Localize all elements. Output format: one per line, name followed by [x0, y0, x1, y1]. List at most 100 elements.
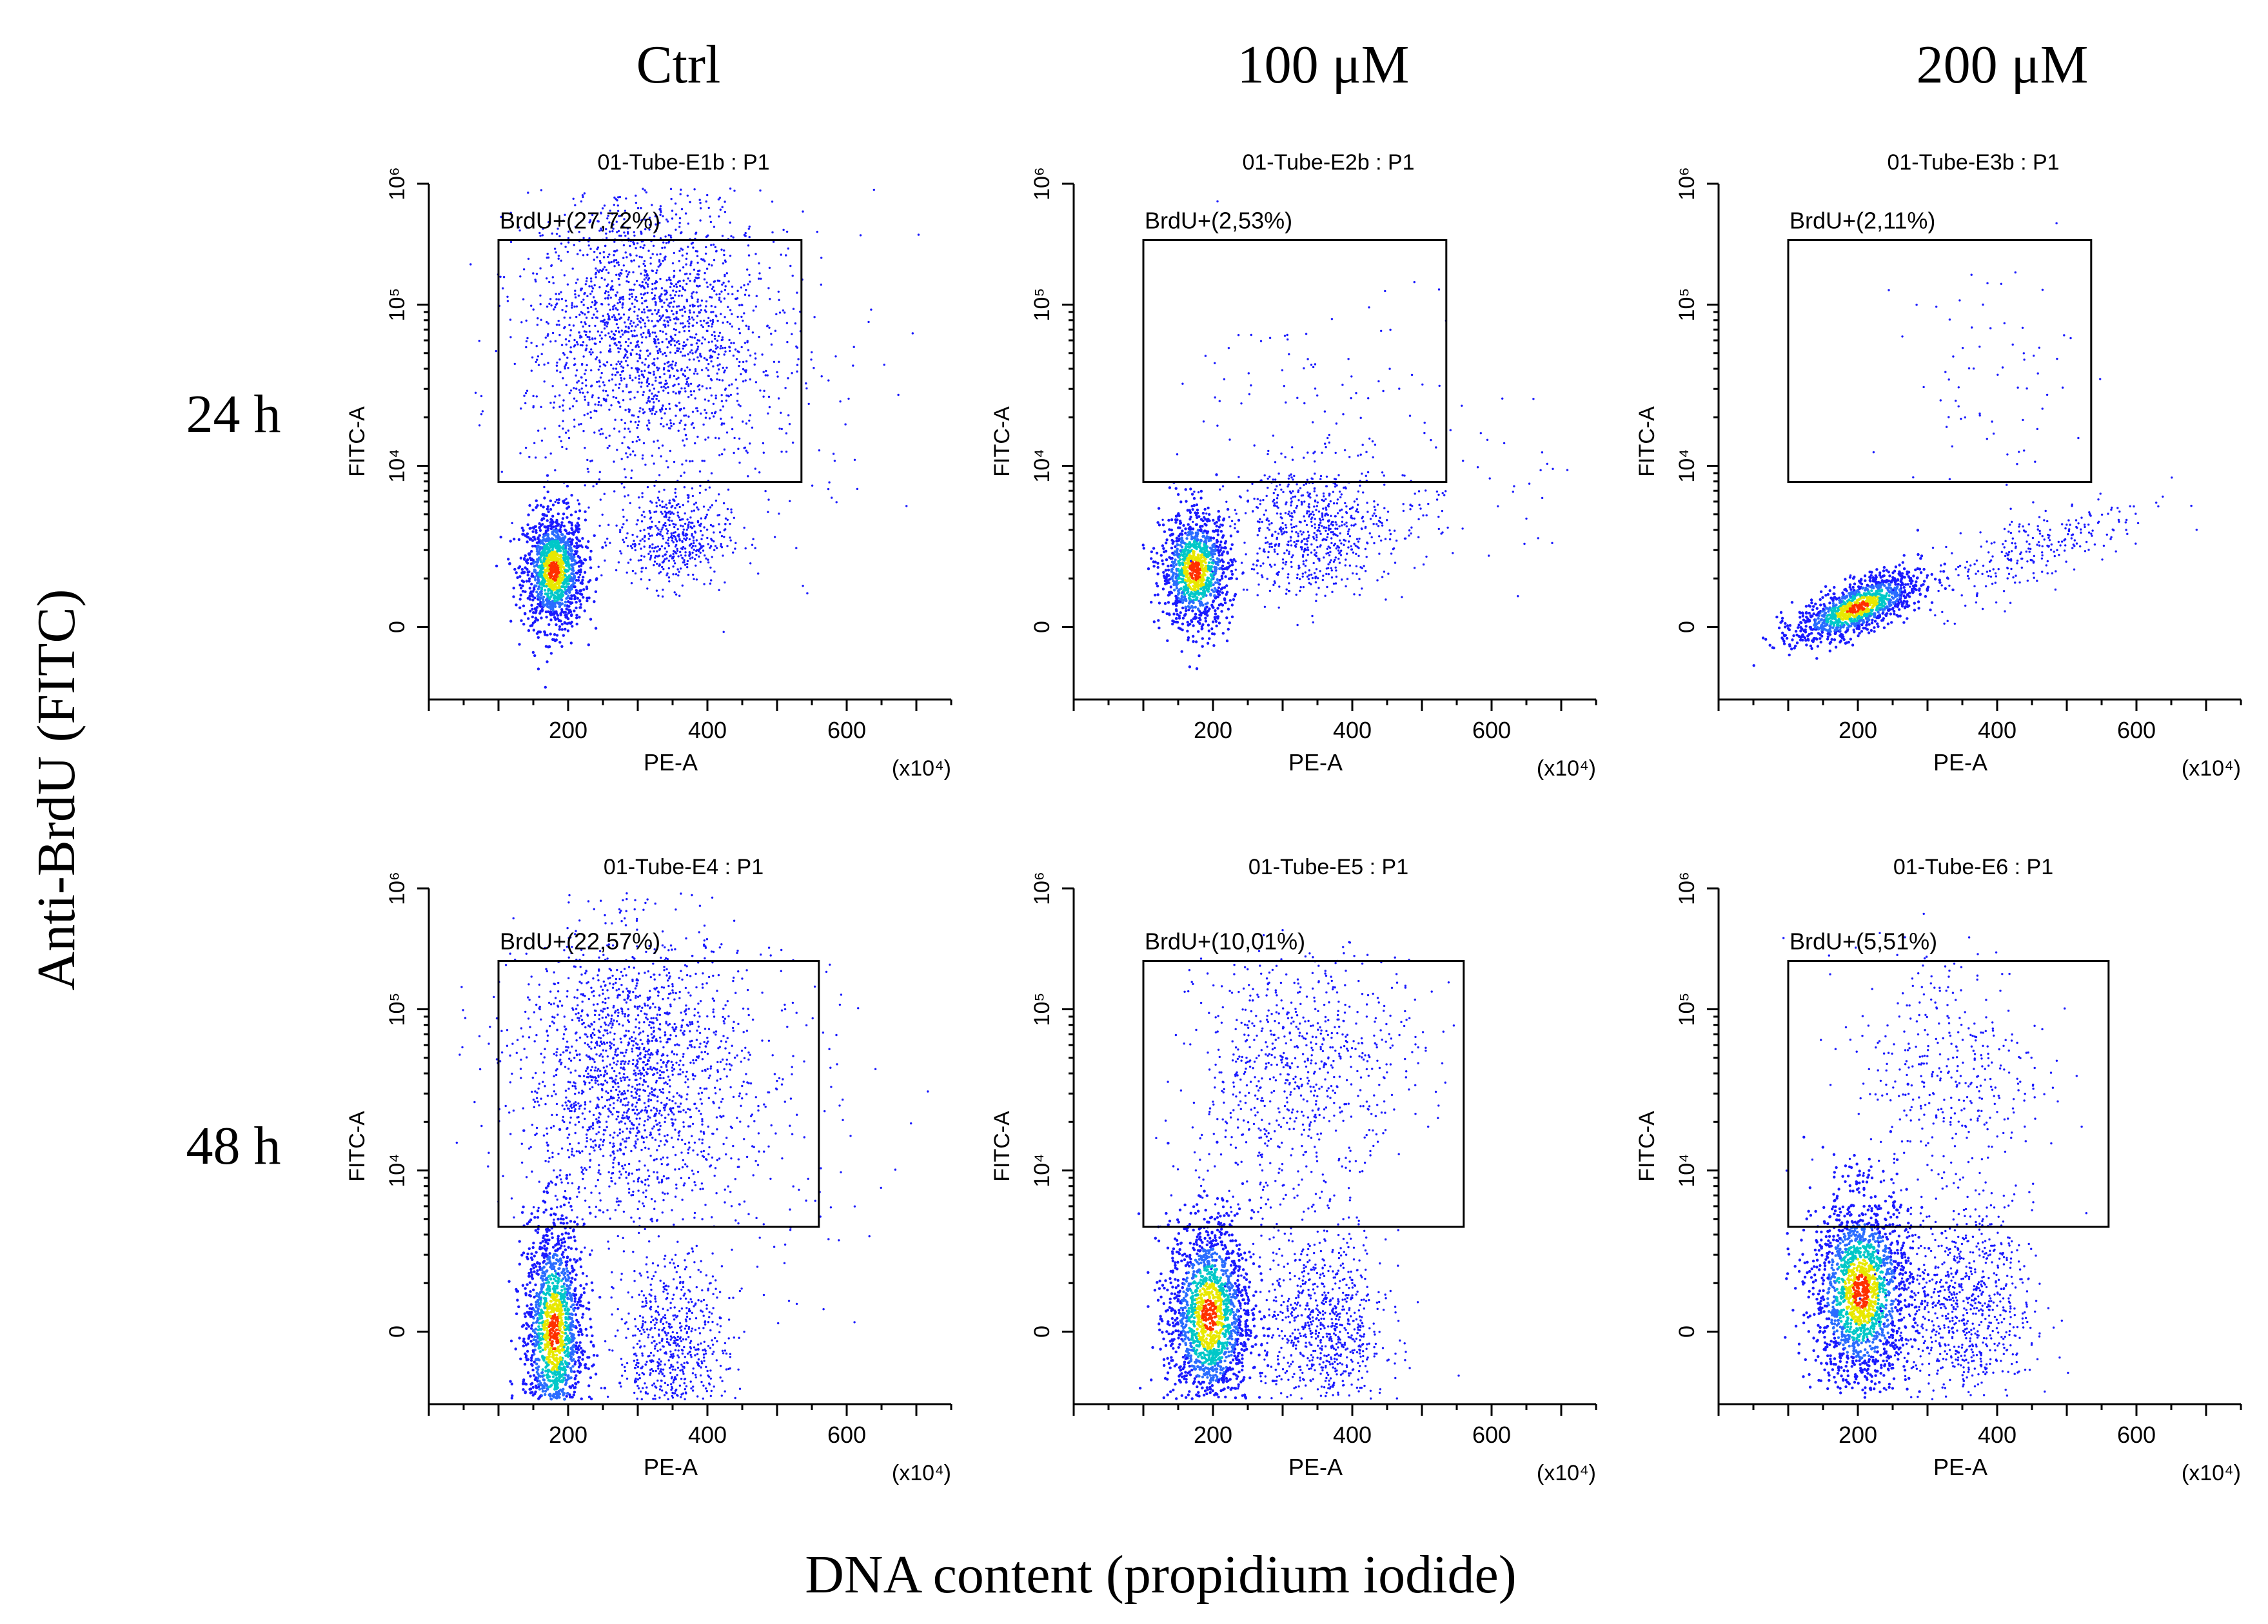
data-point — [696, 373, 699, 375]
data-point — [643, 260, 646, 262]
data-point — [623, 468, 626, 471]
data-point — [1183, 578, 1187, 582]
data-point — [658, 520, 660, 523]
data-point — [660, 381, 662, 384]
data-point — [1203, 590, 1207, 593]
data-point — [594, 590, 598, 593]
data-point — [575, 282, 578, 284]
data-point — [677, 555, 680, 558]
data-point — [661, 505, 664, 509]
data-point — [658, 318, 662, 321]
data-point — [546, 601, 549, 605]
gate-rectangle[interactable] — [497, 239, 803, 483]
data-point — [594, 299, 597, 302]
data-point — [564, 246, 567, 248]
data-point — [594, 337, 597, 340]
data-point — [606, 284, 608, 288]
data-point — [631, 325, 633, 328]
data-point — [672, 565, 675, 568]
data-point — [578, 389, 581, 391]
data-point — [1167, 601, 1170, 604]
data-point — [558, 333, 561, 337]
data-point — [620, 379, 623, 382]
data-point — [1223, 546, 1226, 549]
data-point — [634, 454, 636, 456]
data-point — [540, 594, 543, 597]
data-point — [622, 515, 625, 518]
data-point — [537, 429, 540, 432]
data-point — [540, 406, 542, 408]
data-point — [644, 269, 646, 271]
data-point — [806, 592, 809, 594]
data-point — [656, 533, 658, 536]
data-point — [710, 244, 713, 246]
data-point — [723, 422, 725, 425]
data-point — [555, 595, 558, 599]
data-point — [662, 537, 665, 540]
data-point — [695, 539, 698, 542]
data-point — [530, 582, 533, 586]
data-point — [586, 413, 589, 415]
data-point — [1225, 639, 1229, 643]
data-point — [1209, 558, 1212, 561]
data-point — [626, 456, 629, 458]
data-point — [700, 309, 703, 311]
data-point — [606, 447, 609, 449]
data-point — [1181, 616, 1185, 620]
data-point — [515, 571, 518, 574]
data-point — [526, 535, 529, 538]
data-point — [1179, 553, 1183, 556]
data-point — [661, 595, 664, 598]
data-point — [1225, 591, 1229, 594]
data-point — [696, 356, 699, 358]
data-point — [513, 567, 517, 571]
data-point — [706, 321, 709, 324]
data-point — [662, 568, 665, 571]
data-point — [740, 373, 742, 376]
data-point — [584, 510, 587, 513]
data-point — [573, 585, 577, 589]
data-point — [791, 275, 794, 277]
data-point — [700, 522, 702, 525]
data-point — [656, 439, 659, 442]
data-point — [550, 579, 553, 582]
data-point — [582, 304, 585, 306]
data-point — [531, 545, 535, 548]
data-point — [678, 342, 681, 346]
data-point — [544, 538, 547, 542]
data-point — [625, 386, 628, 388]
data-point — [548, 280, 551, 284]
data-point — [560, 259, 562, 262]
data-point — [641, 302, 644, 305]
data-point — [704, 416, 707, 419]
data-point — [705, 235, 708, 239]
data-point — [617, 561, 620, 563]
data-point — [673, 344, 676, 347]
data-point — [746, 451, 749, 454]
data-point — [541, 602, 544, 605]
data-point — [1187, 545, 1190, 549]
data-point — [723, 353, 725, 356]
data-point — [613, 342, 616, 345]
data-point — [682, 279, 685, 282]
data-point — [695, 578, 698, 581]
data-point — [711, 355, 714, 358]
data-point — [573, 357, 576, 360]
data-point — [526, 532, 529, 536]
data-point — [678, 505, 681, 509]
data-point — [1203, 549, 1207, 553]
data-point — [646, 378, 649, 382]
data-point — [596, 317, 598, 319]
data-point — [694, 558, 696, 560]
data-point — [718, 378, 721, 382]
data-point — [1184, 562, 1188, 565]
data-point — [636, 315, 639, 317]
data-point — [576, 571, 579, 575]
data-point — [666, 310, 669, 313]
data-point — [602, 381, 605, 384]
data-point — [1199, 561, 1203, 564]
data-point — [1224, 540, 1228, 543]
data-point — [669, 344, 673, 346]
data-point — [686, 194, 689, 197]
data-point — [576, 381, 578, 384]
